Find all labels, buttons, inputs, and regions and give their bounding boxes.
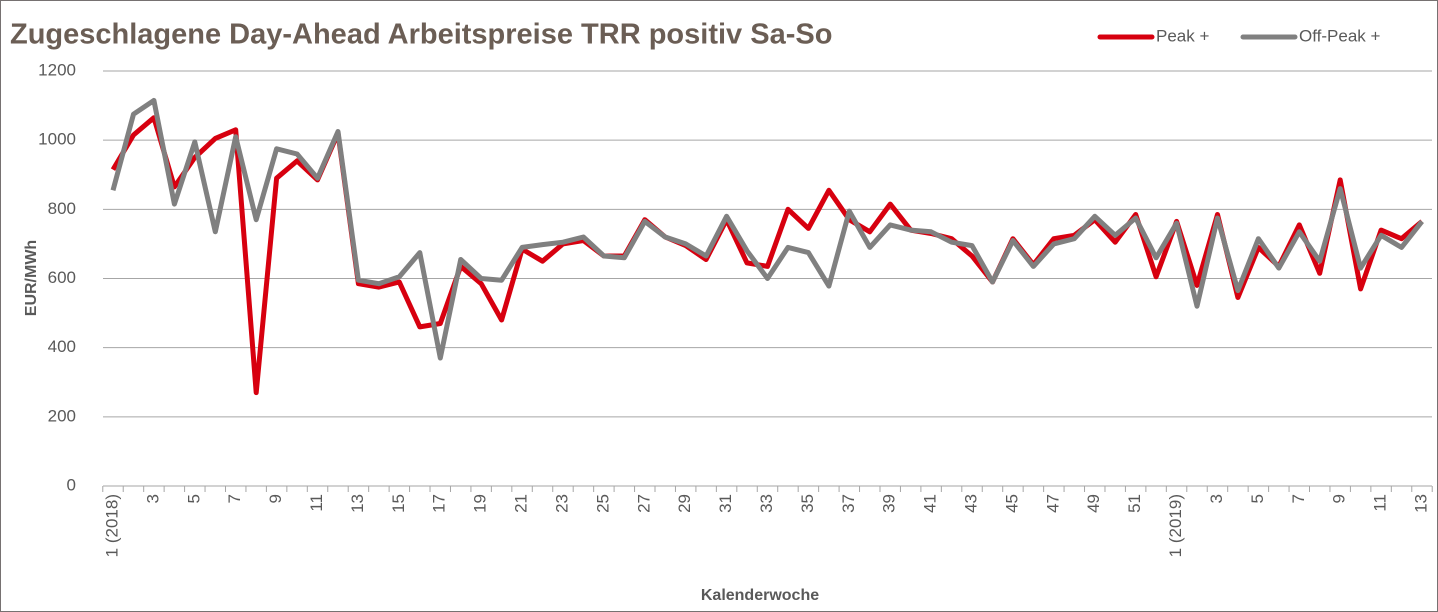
y-axis-title: EUR/MWh [23, 240, 40, 316]
x-tick-label: 21 [512, 494, 531, 513]
x-tick-label: 5 [184, 494, 203, 503]
x-tick-label: 51 [1125, 494, 1144, 513]
x-tick-label: 15 [389, 494, 408, 513]
x-tick-label: 41 [921, 494, 940, 513]
x-tick-label: 11 [1371, 494, 1390, 512]
x-tick-label: 23 [552, 494, 571, 513]
x-tick-label: 9 [1330, 494, 1349, 503]
x-tick-label: 9 [266, 494, 285, 503]
y-tick-label: 400 [48, 337, 76, 356]
x-tick-label: 37 [839, 494, 858, 513]
x-tick-label: 27 [634, 494, 653, 513]
x-tick-label: 3 [143, 494, 162, 503]
y-tick-label: 800 [48, 199, 76, 218]
x-tick-label: 3 [1207, 494, 1226, 503]
x-tick-label: 39 [880, 494, 899, 513]
x-tick-label: 35 [798, 494, 817, 513]
x-tick-label: 47 [1043, 494, 1062, 513]
x-tick-label: 11 [307, 494, 326, 512]
x-tick-label: 31 [716, 494, 735, 513]
y-tick-label: 1000 [38, 130, 76, 149]
x-tick-label: 13 [348, 494, 367, 513]
y-tick-label: 1200 [38, 60, 76, 79]
x-tick-label: 7 [1289, 494, 1308, 503]
series-line [110, 97, 1424, 361]
y-tick-label: 0 [67, 475, 76, 494]
x-tick-label: 1 (2019) [1166, 494, 1185, 557]
chart-title: Zugeschlagene Day-Ahead Arbeitspreise TR… [10, 19, 832, 51]
y-tick-label: 600 [48, 268, 76, 287]
x-axis-title: Kalenderwoche [701, 587, 819, 604]
x-tick-label: 1 (2018) [102, 494, 121, 557]
x-tick-label: 17 [430, 494, 449, 513]
x-tick-label: 43 [962, 494, 981, 513]
x-tick-label: 19 [471, 494, 490, 513]
x-tick-label: 5 [1248, 494, 1267, 503]
legend-label: Peak + [1156, 26, 1209, 45]
x-tick-label: 45 [1002, 494, 1021, 513]
x-tick-label: 49 [1084, 494, 1103, 513]
x-tick-label: 7 [225, 494, 244, 503]
x-tick-label: 13 [1411, 494, 1430, 513]
y-tick-label: 200 [48, 406, 76, 425]
x-tick-label: 25 [593, 494, 612, 513]
x-tick-label: 33 [757, 494, 776, 513]
x-tick-label: 29 [675, 494, 694, 513]
legend-label: Off-Peak + [1299, 26, 1380, 45]
